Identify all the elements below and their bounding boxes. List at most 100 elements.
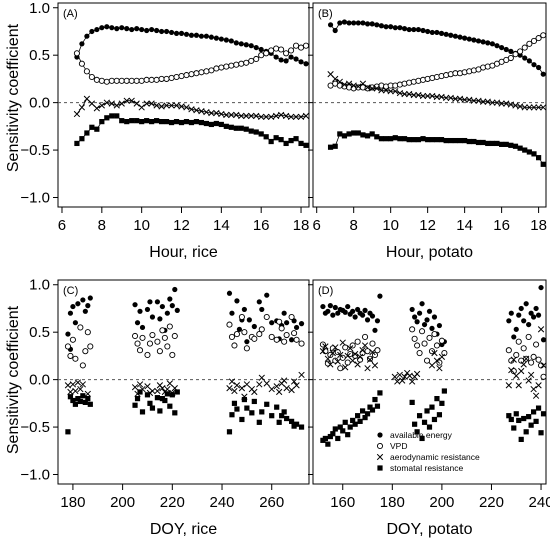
panel-c-point <box>159 303 165 310</box>
panel-a-ytick-label: 1.0 <box>29 0 50 17</box>
panel-a-point <box>273 54 279 60</box>
panel-a-point <box>129 118 135 124</box>
panel-a-point <box>193 107 200 114</box>
panel-a-point <box>149 119 155 125</box>
panel-b-point <box>420 27 426 34</box>
panel-b-point <box>406 26 412 33</box>
legend-marker-vpd <box>376 442 384 450</box>
panel-c-point <box>236 326 243 332</box>
panel-a-point <box>178 73 185 80</box>
panel-b: 6 8 10 12 14 16 18 (B) Hour, potato <box>308 2 547 261</box>
panel-a-point <box>233 111 240 119</box>
panel-a-point <box>79 41 85 47</box>
panel-a-series-line <box>76 26 307 65</box>
panel-a-point <box>153 102 160 109</box>
panel-c-point <box>238 385 246 392</box>
panel-b-point <box>452 137 458 144</box>
panel-a-point <box>288 137 294 144</box>
panel-a-point <box>272 112 280 120</box>
panel-b-point <box>448 32 454 38</box>
panel-a-point <box>123 97 130 104</box>
panel-a-point <box>253 129 259 135</box>
panel-a-point <box>243 126 249 132</box>
panel-a-series-aerodynamic_resistance <box>73 95 310 121</box>
panel-a-point <box>263 134 269 140</box>
panel-c-point <box>231 400 238 406</box>
panel-a-point <box>263 113 270 121</box>
panel-d-point <box>374 347 381 354</box>
panel-d-point <box>327 361 334 368</box>
panel-c-point <box>293 324 300 331</box>
panel-b-point <box>485 140 491 147</box>
panel-c-point <box>256 419 262 425</box>
panel-d-point <box>416 413 423 419</box>
panel-d-label: (D) <box>318 285 333 297</box>
panel-a-point <box>119 118 125 124</box>
panel-a-point <box>99 119 105 125</box>
panel-a-point <box>238 112 245 120</box>
panel-b-point <box>485 40 491 46</box>
panel-b-point <box>374 134 380 140</box>
panel-a-point <box>233 61 240 68</box>
panel-a-point <box>278 137 284 143</box>
panel-c-point <box>144 392 151 398</box>
panel-c-point <box>82 308 88 314</box>
panel-d-point <box>506 318 512 324</box>
panel-a-point <box>183 72 190 79</box>
panel-d-point <box>362 414 368 421</box>
panel-d-point <box>421 321 428 328</box>
panel-d-point <box>357 418 363 424</box>
panel-b-point <box>355 130 361 136</box>
panel-c-point <box>259 409 265 415</box>
panel-a-point <box>173 30 180 36</box>
panel-c-point <box>149 314 156 320</box>
panel-b-point <box>489 140 495 147</box>
panel-c-point <box>234 406 240 412</box>
panel-b-point <box>434 137 440 143</box>
panel-c-point <box>172 410 178 416</box>
panel-a-point <box>293 136 299 142</box>
legend-marker-aerodynamic_resistance <box>376 453 384 461</box>
panel-a-xtick-label: 14 <box>213 217 230 234</box>
panel-c-ytick-label: 0.5 <box>29 324 50 341</box>
panel-b-xlabel: Hour, potato <box>386 244 473 261</box>
panel-d-point <box>352 421 358 427</box>
panel-d-point <box>535 356 542 363</box>
panel-b-point <box>401 26 408 32</box>
panel-d-point <box>396 371 403 379</box>
panel-d-point <box>511 425 517 431</box>
panel-d-point <box>533 418 539 424</box>
panel-d-point <box>337 365 344 372</box>
panel-c-series-vpd <box>64 313 305 369</box>
panel-d-frame <box>312 279 547 485</box>
panel-a-point <box>188 32 195 38</box>
panel-c-point <box>273 336 280 343</box>
panel-c-point <box>288 313 295 321</box>
panel-c-point <box>174 307 180 313</box>
panel-a-point <box>253 44 259 51</box>
panel-b-point <box>438 137 445 143</box>
panel-d-point <box>359 312 366 318</box>
panel-d-point <box>433 357 441 364</box>
panel-c-point <box>269 320 275 326</box>
panel-c-point <box>144 306 151 313</box>
panel-d-point <box>330 312 336 318</box>
panel-d-point <box>535 312 542 318</box>
panel-a-point <box>243 112 250 120</box>
panel-a-point <box>163 75 170 82</box>
panel-c-point <box>156 348 163 355</box>
panel-a-point <box>104 115 110 121</box>
panel-d-point <box>518 436 524 443</box>
panel-a-point <box>173 119 180 125</box>
panel-a-point <box>109 113 115 119</box>
panel-d-point <box>411 335 418 342</box>
panel-d-point <box>367 404 373 410</box>
panel-d-point <box>537 326 545 333</box>
panel-d-point <box>421 340 428 347</box>
panel-b-point <box>327 71 334 78</box>
panel-a-point <box>208 34 214 40</box>
panel-a-point <box>168 74 175 82</box>
panel-a-point <box>124 26 130 32</box>
panel-b-point <box>411 26 417 33</box>
panel-a-xtick-label: 10 <box>133 217 150 234</box>
